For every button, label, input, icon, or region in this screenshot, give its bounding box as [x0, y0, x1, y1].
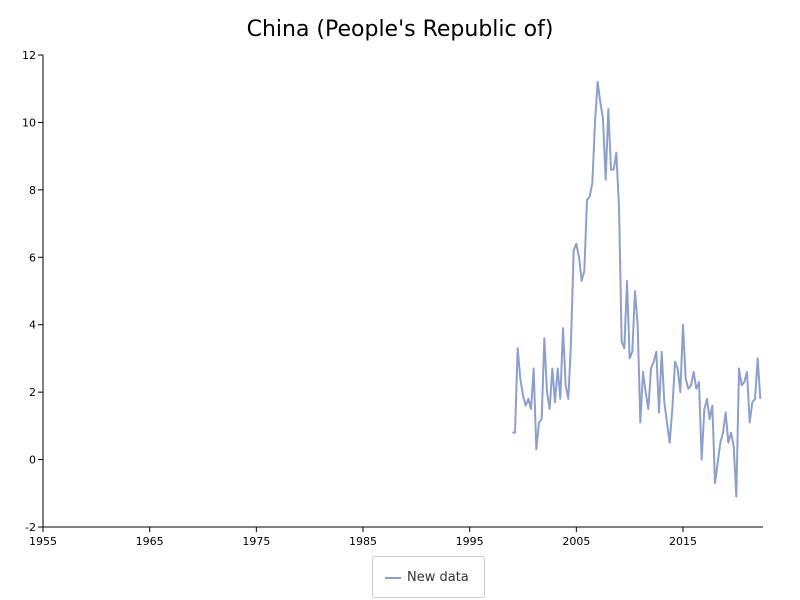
x-tick-label: 1965 [136, 535, 164, 548]
y-tick-label: 4 [29, 319, 36, 332]
x-tick-label: 2005 [562, 535, 590, 548]
y-tick-label: 10 [22, 116, 36, 129]
series-line-0 [512, 80, 762, 498]
series-layer [512, 80, 762, 498]
y-tick-label: 12 [22, 49, 36, 62]
x-axis-ticks: 1955 1965 1975 1985 1995 2005 2015 [29, 527, 697, 548]
y-tick-label: 0 [29, 454, 36, 467]
legend: New data [372, 556, 485, 598]
chart-title: China (People's Republic of) [247, 17, 554, 42]
y-tick-label: 2 [29, 386, 36, 399]
y-axis-ticks: -2 0 2 4 6 8 10 12 [22, 49, 43, 534]
x-tick-label: 1975 [242, 535, 270, 548]
legend-label-new-data: New data [407, 570, 469, 585]
y-tick-label: 6 [29, 251, 36, 264]
x-tick-label: 1995 [456, 535, 484, 548]
x-tick-label: 2015 [669, 535, 697, 548]
x-tick-label: 1985 [349, 535, 377, 548]
y-tick-label: -2 [25, 521, 36, 534]
y-tick-label: 8 [29, 184, 36, 197]
x-tick-label: 1955 [29, 535, 57, 548]
legend-swatch [385, 577, 401, 579]
